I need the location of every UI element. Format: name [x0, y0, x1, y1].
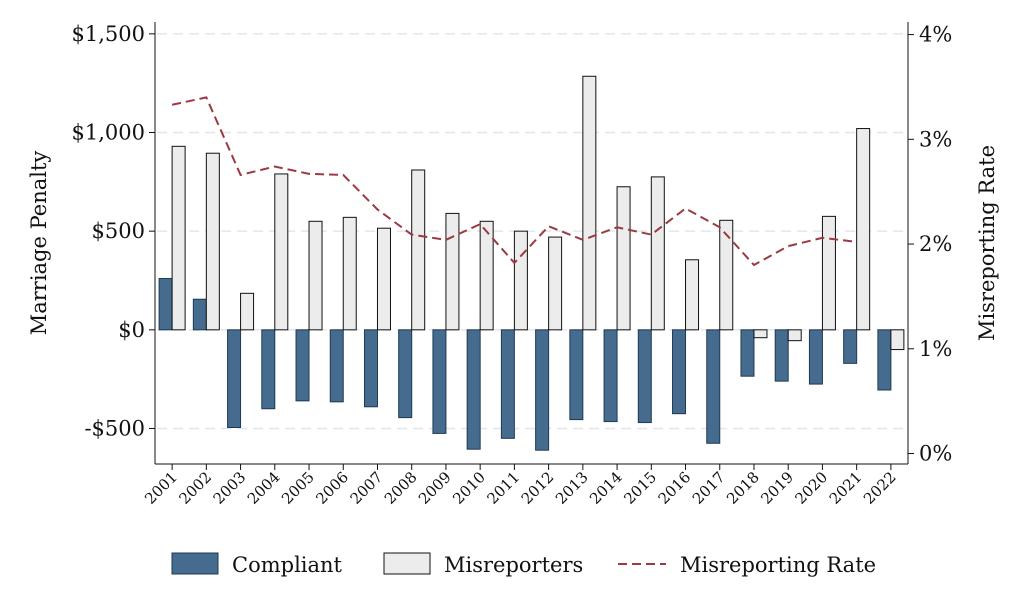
rate-line [171, 96, 857, 267]
y2-tick-label: 1% [919, 337, 952, 361]
bar-misreporters-2022 [890, 329, 905, 351]
x-tick-label: 2022 [860, 468, 900, 508]
x-tick-label: 2019 [757, 468, 797, 508]
x-tick-label: 2009 [415, 468, 455, 508]
bar-misreporters-2013 [582, 75, 597, 331]
x-tick-label: 2005 [278, 468, 318, 508]
x-tick-label: 2011 [483, 468, 523, 508]
bar-compliant-2007 [363, 329, 378, 408]
y-tick-label: $1,500 [72, 22, 145, 46]
y2-axis-title: Misreporting Rate [975, 145, 999, 341]
bar-compliant-2014 [603, 329, 618, 423]
bar-compliant-2021 [843, 329, 858, 364]
x-tick-label: 2013 [552, 468, 592, 508]
y-tick-label: $1,000 [72, 121, 145, 145]
bar-misreporters-2009 [445, 212, 460, 331]
bar-compliant-2012 [535, 329, 550, 451]
left-axis-ticks: -$500 $0 $500 $1,000 $1,500 [72, 22, 155, 440]
bar-misreporters-2012 [548, 236, 563, 331]
x-tick-label: 2016 [655, 468, 695, 508]
y-tick-label: $0 [118, 318, 145, 342]
y2-tick-label: 0% [919, 442, 952, 466]
x-tick-label: 2003 [210, 468, 250, 508]
bar-compliant-2006 [329, 329, 344, 403]
bar-compliant-2008 [398, 329, 413, 419]
x-tick-label: 2018 [723, 468, 763, 508]
y2-tick-label: 3% [919, 127, 952, 151]
bar-misreporters-2017 [719, 219, 734, 331]
x-tick-label: 2021 [826, 468, 866, 508]
right-axis-ticks: 0% 1% 2% 3% 4% [908, 23, 952, 466]
y2-tick-label: 4% [919, 23, 952, 47]
bar-compliant-2019 [774, 329, 789, 382]
x-tick-label: 2002 [175, 468, 215, 508]
x-tick-label: 2007 [347, 468, 387, 508]
bar-compliant-2010 [466, 329, 481, 450]
x-tick-label: 2017 [689, 468, 729, 508]
bar-misreporters-2015 [650, 176, 665, 331]
bar-misreporters-2002 [205, 152, 220, 331]
bar-compliant-2022 [877, 329, 892, 391]
legend-label-misreporters: Misreporters [444, 553, 583, 577]
legend-label-compliant: Compliant [232, 553, 343, 577]
bar-misreporters-2014 [616, 186, 631, 331]
bar-compliant-2015 [637, 329, 652, 424]
legend-label-misreporting-rate: Misreporting Rate [680, 553, 876, 577]
bar-compliant-2002 [192, 298, 207, 331]
bar-compliant-2013 [569, 329, 584, 421]
bar-misreporters-2006 [342, 216, 357, 331]
x-axis-ticks: 2001200220032004200520062007200820092010… [141, 464, 900, 508]
bar-misreporters-2011 [513, 230, 528, 331]
bar-misreporters-2003 [240, 292, 255, 331]
bar-compliant-2005 [295, 329, 310, 402]
x-tick-label: 2006 [312, 468, 352, 508]
bar-misreporters-2008 [411, 169, 426, 331]
bar-compliant-2020 [808, 329, 823, 385]
bar-compliant-2011 [500, 329, 515, 439]
bar-misreporters-2007 [376, 227, 391, 331]
bar-compliant-2016 [672, 329, 687, 415]
x-tick-label: 2014 [586, 468, 626, 508]
legend: Compliant Misreporters Misreporting Rate [171, 552, 876, 577]
legend-swatch-misreporters [383, 552, 431, 575]
bar-misreporters-2019 [787, 329, 802, 342]
bar-misreporters-2001 [171, 145, 186, 331]
bar-compliant-2003 [227, 329, 242, 428]
y-axis-title: Marriage Penalty [27, 151, 51, 336]
axes [154, 22, 909, 465]
x-tick-label: 2012 [518, 468, 558, 508]
x-tick-label: 2020 [792, 468, 832, 508]
bar-compliant-2017 [706, 329, 721, 444]
bar-misreporters-2005 [308, 220, 323, 331]
y2-tick-label: 2% [919, 232, 952, 256]
bar-misreporters-2016 [685, 259, 700, 331]
x-tick-label: 2001 [141, 468, 181, 508]
x-tick-label: 2015 [620, 468, 660, 508]
x-tick-label: 2004 [244, 468, 284, 508]
bar-compliant-2018 [740, 329, 755, 377]
y-tick-label: -$500 [84, 416, 145, 440]
series-line-misreporting-rate [171, 96, 857, 267]
x-tick-label: 2010 [449, 468, 489, 508]
bar-compliant-2001 [158, 278, 173, 331]
legend-swatch-compliant [171, 552, 219, 575]
bar-misreporters-2010 [479, 220, 494, 331]
y-tick-label: $500 [92, 219, 145, 243]
bar-compliant-2004 [261, 329, 276, 410]
bar-misreporters-2004 [274, 173, 289, 331]
bar-misreporters-2020 [821, 215, 836, 331]
bars [158, 75, 905, 451]
bar-compliant-2009 [432, 329, 447, 434]
x-tick-label: 2008 [381, 468, 421, 508]
bar-misreporters-2021 [856, 128, 871, 331]
bar-misreporters-2018 [753, 329, 768, 339]
